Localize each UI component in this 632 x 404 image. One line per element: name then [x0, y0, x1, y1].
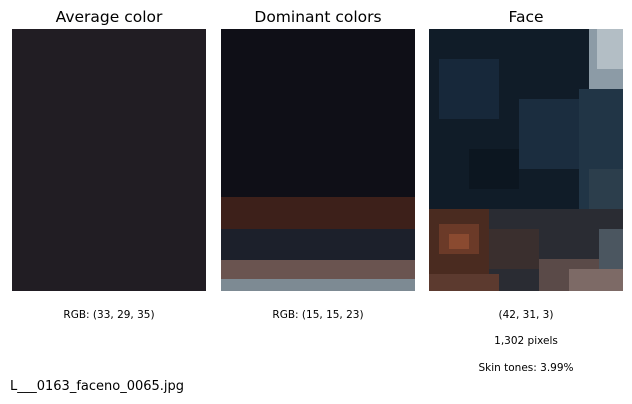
- dominant-rgb-label: RGB: (15, 15, 23): [272, 309, 364, 321]
- face-crop-picture: [429, 29, 623, 291]
- dominant-color-swatch-5: [221, 279, 415, 291]
- filename-label: L___0163_faceno_0065.jpg: [10, 379, 185, 394]
- dominant-color-swatch-3: [221, 229, 415, 260]
- dominant-colors-bar: [221, 29, 415, 291]
- face-title: Face: [508, 8, 544, 26]
- average-rgb-label: RGB: (33, 29, 35): [63, 309, 155, 321]
- dominant-colors-title: Dominant colors: [254, 8, 382, 26]
- face-rgb-label: (42, 31, 3): [498, 309, 554, 321]
- dominant-color-swatch-4: [221, 260, 415, 279]
- skin-tones-label: Skin tones: 3.99%: [478, 362, 574, 374]
- face-pixel-count: 1,302 pixels: [494, 335, 558, 347]
- dominant-color-swatch-2: [221, 197, 415, 229]
- average-color-title: Average color: [55, 8, 163, 26]
- dominant-color-swatch-1: [221, 29, 415, 197]
- face-image: [429, 29, 623, 291]
- average-color-swatch: [12, 29, 206, 291]
